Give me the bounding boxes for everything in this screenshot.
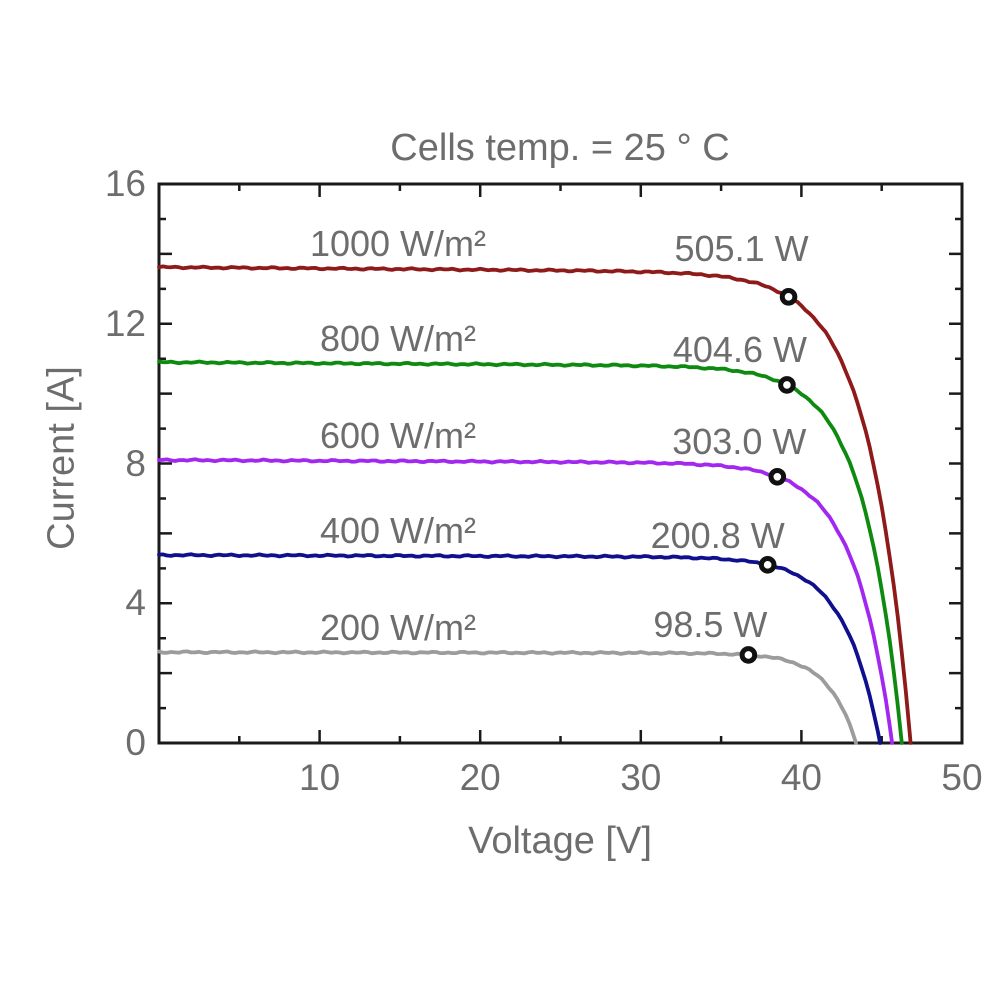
series-power-label: 505.1 W bbox=[674, 227, 809, 269]
series-irradiance-label: 200 W/m² bbox=[319, 606, 477, 648]
y-tick-label: 8 bbox=[125, 442, 146, 484]
mpp-marker bbox=[779, 288, 798, 306]
x-tick-label: 40 bbox=[780, 757, 822, 798]
series-power-label: 303.0 W bbox=[672, 420, 807, 462]
series-power-label: 200.8 W bbox=[650, 514, 785, 556]
series-irradiance-label: 400 W/m² bbox=[319, 509, 477, 551]
series-power-label: 98.5 W bbox=[653, 603, 768, 645]
y-tick-label: 16 bbox=[104, 163, 146, 204]
iv-curve bbox=[157, 649, 858, 745]
axis-ticks bbox=[159, 184, 964, 743]
y-tick-label: 12 bbox=[104, 302, 146, 344]
series-irradiance-label: 800 W/m² bbox=[319, 317, 477, 359]
chart-title: Cells temp. = 25 ° C bbox=[390, 127, 730, 169]
iv-curve bbox=[157, 552, 882, 745]
iv-curve bbox=[157, 457, 894, 745]
x-tick-label: 10 bbox=[299, 757, 341, 798]
series-irradiance-label: 600 W/m² bbox=[319, 415, 477, 457]
x-axis-label: Voltage [V] bbox=[468, 820, 652, 862]
mpp-marker bbox=[778, 376, 796, 394]
series-irradiance-label: 1000 W/m² bbox=[309, 223, 487, 265]
x-tick-label: 50 bbox=[941, 757, 983, 798]
x-tick-label: 30 bbox=[620, 757, 662, 798]
mpp-marker bbox=[768, 467, 787, 486]
mpp-marker bbox=[739, 646, 758, 664]
y-tick-label: 4 bbox=[125, 582, 146, 624]
mpp-marker bbox=[758, 556, 777, 574]
x-tick-label: 20 bbox=[459, 757, 501, 798]
iv-curve bbox=[157, 359, 904, 745]
series-power-label: 404.6 W bbox=[672, 328, 807, 370]
y-tick-label: 0 bbox=[125, 722, 146, 763]
